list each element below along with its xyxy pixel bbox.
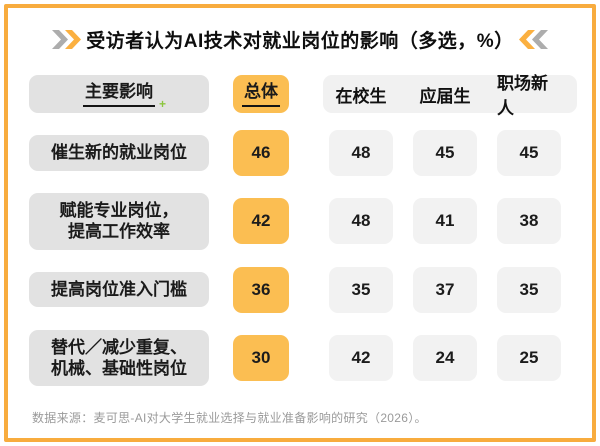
row-label: 催生新的就业岗位 [29, 135, 209, 171]
value-graduates: 37 [413, 266, 477, 313]
double-chevron-right-icon [52, 30, 82, 49]
table-row: 催生新的就业岗位 46 48 45 45 [8, 130, 592, 176]
value-students: 48 [329, 130, 393, 176]
value-overall: 46 [233, 130, 289, 176]
data-source-note: 数据来源：麦可思-AI对大学生就业选择与就业准备影响的研究（2026）。 [32, 411, 427, 425]
header-group-background [323, 75, 577, 113]
value-graduates: 24 [413, 334, 477, 381]
value-students: 42 [329, 334, 393, 381]
value-newcomers: 45 [497, 130, 561, 176]
header-impact-label: 主要影响 [85, 82, 153, 102]
header-newcomers: 职场新人 [497, 74, 548, 118]
header-graduates: 应届生 [419, 86, 471, 106]
header-students: 在校生 [335, 86, 387, 106]
value-newcomers: 38 [497, 198, 561, 245]
value-graduates: 45 [413, 130, 477, 176]
infographic-card: 受访者认为AI技术对就业岗位的影响（多选，%） 主要影响 + 总体 在校生 应届… [4, 4, 596, 442]
table-row: 提高岗位准入门槛 36 35 37 35 [8, 266, 592, 313]
header-overall-label: 总体 [242, 81, 280, 107]
value-graduates: 41 [413, 198, 477, 245]
value-students: 35 [329, 266, 393, 313]
header-overall: 总体 [233, 75, 289, 113]
value-overall: 42 [233, 198, 289, 245]
header-impact: 主要影响 + [29, 75, 209, 113]
plus-icon: + [158, 96, 166, 111]
value-overall: 36 [233, 266, 289, 313]
value-newcomers: 35 [497, 266, 561, 313]
title-row: 受访者认为AI技术对就业岗位的影响（多选，%） [8, 26, 592, 53]
value-newcomers: 25 [497, 334, 561, 381]
page-title: 受访者认为AI技术对就业岗位的影响（多选，%） [86, 31, 514, 52]
table-row: 替代／减少重复、 机械、基础性岗位 30 42 24 25 [8, 329, 592, 386]
row-label: 提高岗位准入门槛 [29, 271, 209, 308]
table-header-row: 主要影响 + 总体 在校生 应届生 职场新人 [8, 74, 592, 118]
value-students: 48 [329, 198, 393, 245]
double-chevron-left-icon [518, 30, 548, 49]
row-label: 替代／减少重复、 机械、基础性岗位 [29, 329, 209, 386]
table-row: 赋能专业岗位， 提高工作效率 42 48 41 38 [8, 193, 592, 250]
row-label: 赋能专业岗位， 提高工作效率 [29, 193, 209, 250]
value-overall: 30 [233, 334, 289, 381]
